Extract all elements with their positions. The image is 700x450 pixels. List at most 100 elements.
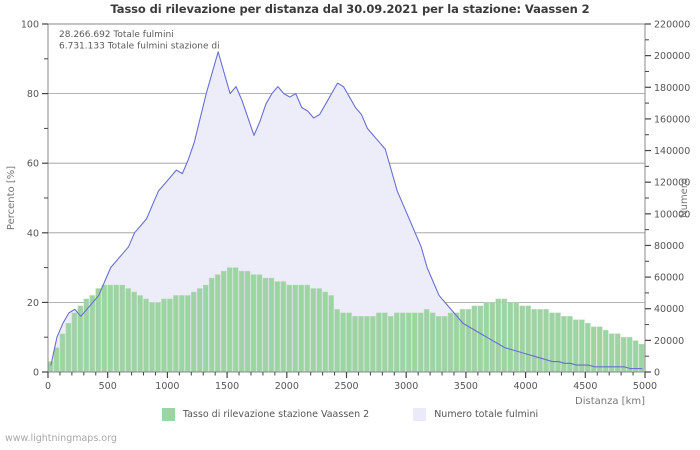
tick-label-y-right: 220000	[654, 20, 690, 31]
bar	[364, 316, 370, 373]
bar	[185, 295, 191, 373]
bar	[513, 302, 519, 373]
tick-label-y-right: 0	[654, 368, 660, 379]
tick-label-y-left: 40	[27, 228, 39, 239]
bar	[268, 277, 275, 373]
tick-label-y-right: 180000	[654, 83, 690, 94]
tick-label-y-right: 200000	[654, 51, 690, 62]
bar	[113, 284, 119, 373]
bar	[244, 270, 251, 373]
bar	[370, 316, 376, 373]
chart-legend: Tasso di rilevazione stazione Vaassen 2 …	[0, 408, 700, 421]
tick-label-y-left: 60	[27, 159, 39, 170]
bar	[220, 270, 227, 373]
tick-label-x: 4500	[573, 381, 597, 392]
bar	[232, 267, 239, 373]
bar	[638, 343, 645, 373]
bar	[591, 326, 597, 373]
legend-swatch-total-strokes	[413, 408, 427, 421]
bar	[202, 284, 209, 373]
chart-annotation: 28.266.692 Totale fulmini	[59, 30, 174, 40]
chart-title: Tasso di rilevazione per distanza dal 30…	[110, 2, 590, 16]
bar	[507, 302, 514, 373]
bar	[89, 295, 96, 373]
bar	[489, 302, 496, 373]
bar	[161, 298, 167, 373]
bar	[274, 281, 281, 373]
bar	[352, 316, 358, 373]
legend-label-total-strokes: Numero totale fulmini	[434, 409, 539, 420]
bar	[280, 281, 287, 373]
bar	[399, 312, 406, 373]
bar	[286, 284, 293, 373]
bar	[119, 284, 125, 373]
tick-label-y-left: 0	[33, 368, 39, 379]
axis-title-left: Percento [%]	[6, 166, 17, 230]
bar	[453, 312, 460, 373]
bar	[626, 336, 633, 373]
bar	[435, 316, 442, 373]
tick-label-y-right: 80000	[654, 241, 684, 252]
tick-label-x: 0	[45, 381, 51, 392]
bar	[555, 312, 561, 373]
bar	[346, 312, 352, 373]
bar	[167, 298, 173, 373]
bar	[316, 288, 322, 373]
bar	[131, 291, 137, 373]
bar	[262, 277, 269, 373]
bar	[549, 312, 555, 373]
bar	[214, 274, 221, 373]
tick-label-x: 1000	[155, 381, 179, 392]
bar	[197, 288, 203, 373]
tick-label-y-right: 140000	[654, 146, 690, 157]
tick-label-y-left: 100	[21, 20, 39, 31]
tick-label-x: 3500	[454, 381, 478, 392]
bar	[411, 312, 418, 373]
bar	[95, 288, 102, 373]
bar	[125, 288, 131, 373]
bar	[495, 298, 502, 373]
tick-label-y-right: 120000	[654, 178, 690, 189]
bar	[292, 284, 299, 373]
bar	[376, 312, 382, 373]
bar	[226, 267, 233, 373]
bar	[525, 305, 531, 373]
bar	[250, 274, 257, 373]
bar	[328, 295, 334, 373]
tick-label-y-right: 20000	[654, 336, 684, 347]
bar	[238, 270, 245, 373]
bar	[429, 312, 436, 373]
bar	[59, 333, 66, 373]
bar	[423, 309, 430, 373]
bar	[256, 274, 263, 373]
bar	[173, 295, 179, 373]
bar	[179, 295, 185, 373]
bar	[53, 347, 60, 373]
bar	[334, 309, 340, 373]
tick-label-y-right: 40000	[654, 304, 684, 315]
tick-label-x: 2500	[334, 381, 358, 392]
bar	[465, 309, 472, 373]
bar	[531, 309, 537, 373]
bar	[208, 277, 215, 373]
tick-label-y-right: 60000	[654, 273, 684, 284]
tick-label-y-right: 160000	[654, 114, 690, 125]
bar	[632, 340, 639, 373]
bar	[107, 284, 114, 373]
tick-label-x: 4000	[514, 381, 538, 392]
tick-label-y-left: 20	[27, 298, 39, 309]
bar	[101, 284, 108, 373]
tick-label-x: 5000	[633, 381, 657, 392]
line-total-strokes	[50, 51, 643, 370]
bar	[543, 309, 549, 373]
bar	[596, 326, 603, 373]
bar	[471, 305, 478, 373]
bar	[304, 284, 311, 373]
axis-title-bottom: Distanza [km]	[575, 396, 645, 407]
tick-label-y-left: 80	[27, 89, 39, 100]
bar	[447, 312, 454, 373]
legend-item-total-strokes: Numero totale fulmini	[413, 408, 538, 421]
axis-title-right: Numero	[679, 178, 690, 218]
